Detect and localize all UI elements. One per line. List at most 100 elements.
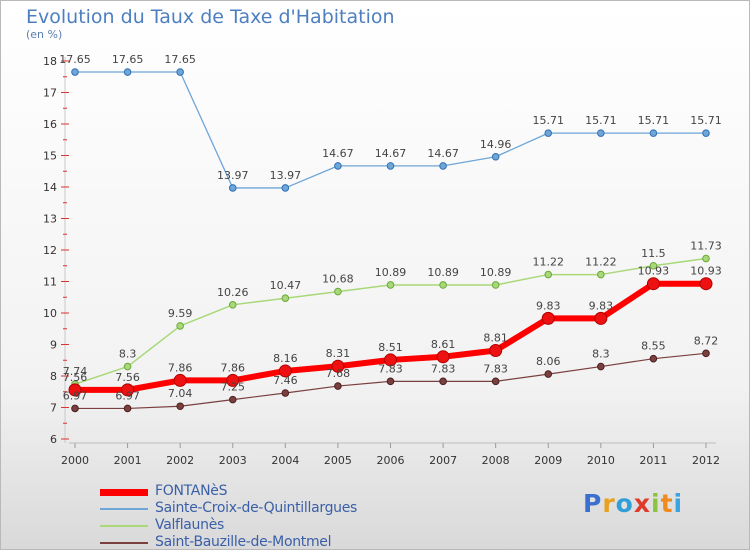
data-label: 7.83 [378,362,403,375]
data-label: 15.71 [585,114,617,127]
data-point [544,370,553,378]
y-tick-label: 17 [43,87,57,100]
data-label: 7.83 [431,362,456,375]
legend-swatch [100,542,148,544]
data-point [173,373,187,387]
data-label: 15.71 [533,114,565,127]
legend-label: Saint-Bauzille-de-Montmel [155,534,332,550]
data-label: 15.71 [690,114,722,127]
data-label: 7.86 [168,361,193,374]
data-label: 13.97 [270,169,302,182]
data-point [439,377,447,386]
data-label: 7.04 [168,387,193,400]
data-label: 8.3 [592,348,610,361]
legend-label: Sainte-Croix-de-Quintillargues [155,500,358,516]
logo-letter: i [651,489,661,518]
data-label: 10.68 [322,273,354,286]
data-point [176,402,184,411]
x-tick-label: 2001 [114,454,142,467]
logo-letter: r [602,489,616,518]
data-point [544,270,553,279]
data-point [226,373,240,387]
data-point [281,389,290,397]
data-label: 17.65 [59,53,91,66]
data-label: 8.55 [641,340,666,353]
y-tick-label: 9 [50,339,57,352]
logo-letter: P [583,489,603,518]
x-tick-label: 2008 [482,454,510,467]
data-label: 10.89 [375,266,407,279]
data-point [649,129,658,137]
x-tick-label: 2010 [587,454,615,467]
data-label: 9.59 [168,307,193,320]
data-label: 15.71 [638,114,670,127]
data-point [597,362,605,371]
series-line [75,71,706,189]
data-label: 6.97 [115,389,140,402]
data-point [544,129,553,137]
y-tick-label: 6 [50,433,57,446]
data-point [386,281,395,289]
x-tick-label: 2003 [219,454,247,467]
legend-swatch [100,508,148,510]
data-point [384,353,397,367]
x-tick-label: 2004 [271,454,299,467]
data-point [386,162,395,170]
data-point [228,184,237,192]
data-label: 8.3 [119,348,137,361]
data-point [597,270,605,279]
data-point [123,362,132,371]
data-label: 14.67 [375,147,407,160]
data-label: 11.5 [641,247,666,260]
legend-label: FONTANèS [155,483,228,499]
y-tick-label: 7 [50,402,57,415]
chart-subtitle: (en %) [26,28,63,41]
data-label: 10.89 [427,266,459,279]
data-label: 10.93 [690,265,722,278]
data-point [334,382,342,390]
data-point [491,281,500,289]
data-label: 10.93 [638,265,670,278]
x-tick-label: 2000 [61,454,89,467]
x-tick-label: 2009 [534,454,562,467]
legend-swatch [100,525,148,527]
data-point [649,261,658,270]
logo-letter: o [615,489,634,518]
data-label: 14.67 [322,147,354,160]
data-label: 8.06 [536,355,561,368]
logo-letter: x [633,489,651,518]
data-label: 11.73 [690,240,722,253]
data-label: 8.16 [273,352,298,365]
data-point [123,404,132,413]
data-point [71,68,79,76]
data-label: 11.22 [533,256,565,269]
data-point [123,68,132,76]
x-tick-label: 2006 [377,454,405,467]
data-label: 10.47 [270,279,302,292]
data-label: 7.74 [63,365,88,378]
data-label: 13.97 [217,169,249,182]
data-point [71,404,79,413]
data-point [439,281,447,289]
data-point [176,322,184,330]
data-point [281,184,290,192]
data-label: 8.61 [431,338,456,351]
x-tick-label: 2002 [166,454,194,467]
data-point [436,350,450,364]
data-point [334,162,342,170]
data-label: 7.56 [63,371,88,384]
data-point [702,349,710,358]
data-point [594,311,608,325]
data-label: 6.97 [63,389,88,402]
x-tick-label: 2012 [692,454,720,467]
data-label: 14.67 [427,147,459,160]
data-label: 7.25 [221,381,246,394]
data-label: 10.26 [217,286,249,299]
data-label: 11.22 [585,256,617,269]
y-tick-label: 14 [43,181,57,194]
data-point [228,301,237,309]
data-point [176,68,184,76]
y-tick-label: 15 [43,150,57,163]
